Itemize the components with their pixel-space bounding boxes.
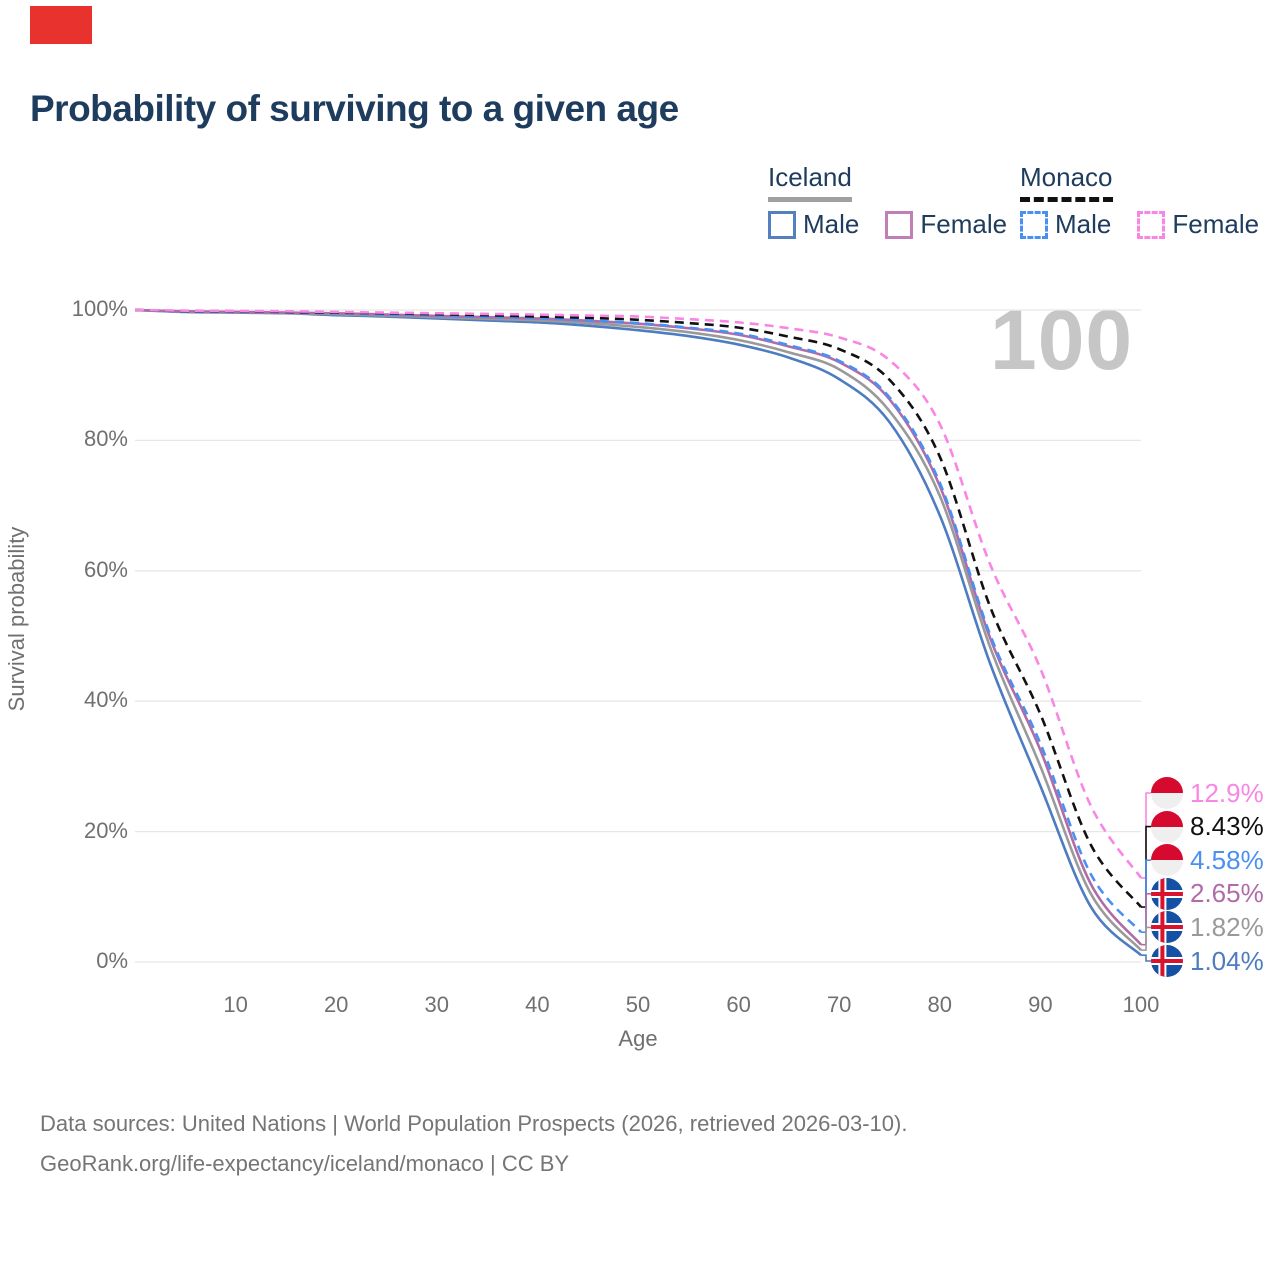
iceland-flag-icon [1151,945,1183,977]
y-tick-label: 40% [83,687,128,713]
y-axis-title: Survival probability [4,526,29,712]
end-label-monaco-male: 4.58% [1151,844,1264,877]
end-label-value: 8.43% [1190,811,1264,842]
curve-iceland-female [134,308,1143,946]
x-tick-label: 30 [424,992,450,1017]
monaco-flag-icon [1151,844,1183,877]
x-tick-label: 20 [323,992,349,1017]
x-tick-label: 80 [927,992,953,1017]
legend-swatch-monaco-male [1020,210,1048,239]
end-connector-iceland [1141,926,1151,951]
legend-group-monaco: Monaco Male Female [1020,162,1280,240]
end-label-value: 2.65% [1190,878,1264,909]
end-label-monaco-female: 12.9% [1151,777,1264,809]
end-label-iceland-female: 2.65% [1151,877,1264,910]
legend-label-monaco-male: Male [1055,209,1112,239]
legend-label-monaco-female: Female [1172,209,1260,239]
logo-mark [30,6,92,44]
x-tick-label: 90 [1028,992,1053,1017]
y-tick-label: 60% [83,556,128,582]
end-label-iceland-male: 1.04% [1151,945,1264,977]
iceland-flag-icon [1151,877,1183,910]
end-label-value: 1.04% [1190,945,1264,976]
monaco-flag-icon [1151,810,1183,843]
legend-header-monaco: Monaco [1020,162,1113,202]
monaco-flag-icon [1151,777,1183,809]
curve-monaco-male [134,308,1142,934]
footer: Data sources: United Nations | World Pop… [40,1104,907,1184]
footer-source-line: Data sources: United Nations | World Pop… [40,1111,908,1136]
x-tick-label: 100 [1122,992,1160,1017]
curve-monaco [134,308,1143,908]
x-tick-label: 50 [625,992,651,1017]
end-label-monaco: 8.43% [1151,810,1264,843]
x-tick-label: 60 [726,992,751,1017]
end-connector-iceland-male [1141,954,1151,962]
iceland-flag-icon [1151,911,1183,944]
legend-label-iceland-female: Female [920,209,1008,239]
legend-group-iceland: Iceland Male Female [768,162,1033,240]
footer-url-line: GeoRank.org/life-expectancy/iceland/mona… [40,1151,570,1176]
x-tick-label: 10 [223,992,248,1017]
age-watermark: 100 [990,293,1134,387]
y-tick-label: 100% [71,296,128,321]
legend-swatch-monaco-female [1137,210,1166,239]
legend-swatch-iceland-female [885,210,914,239]
x-tick-label: 40 [525,992,550,1017]
page-title: Probability of surviving to a given age [30,88,679,129]
curve-iceland [134,308,1142,952]
end-label-value: 1.82% [1190,911,1264,942]
curve-iceland-male [134,308,1142,957]
curve-monaco-female [134,308,1143,879]
y-tick-label: 20% [83,817,128,843]
end-label-value: 4.58% [1190,844,1264,875]
legend-header-iceland: Iceland [768,162,852,202]
end-label-iceland: 1.82% [1151,911,1264,944]
x-axis-title: Age [618,1026,658,1051]
y-tick-label: 0% [96,948,128,973]
legend-label-iceland-male: Male [803,209,860,239]
y-tick-label: 80% [83,426,128,452]
end-connector-iceland-female [1141,893,1151,946]
end-label-value: 12.9% [1190,777,1264,808]
x-tick-label: 70 [826,992,852,1017]
legend-swatch-iceland-male [768,210,796,239]
